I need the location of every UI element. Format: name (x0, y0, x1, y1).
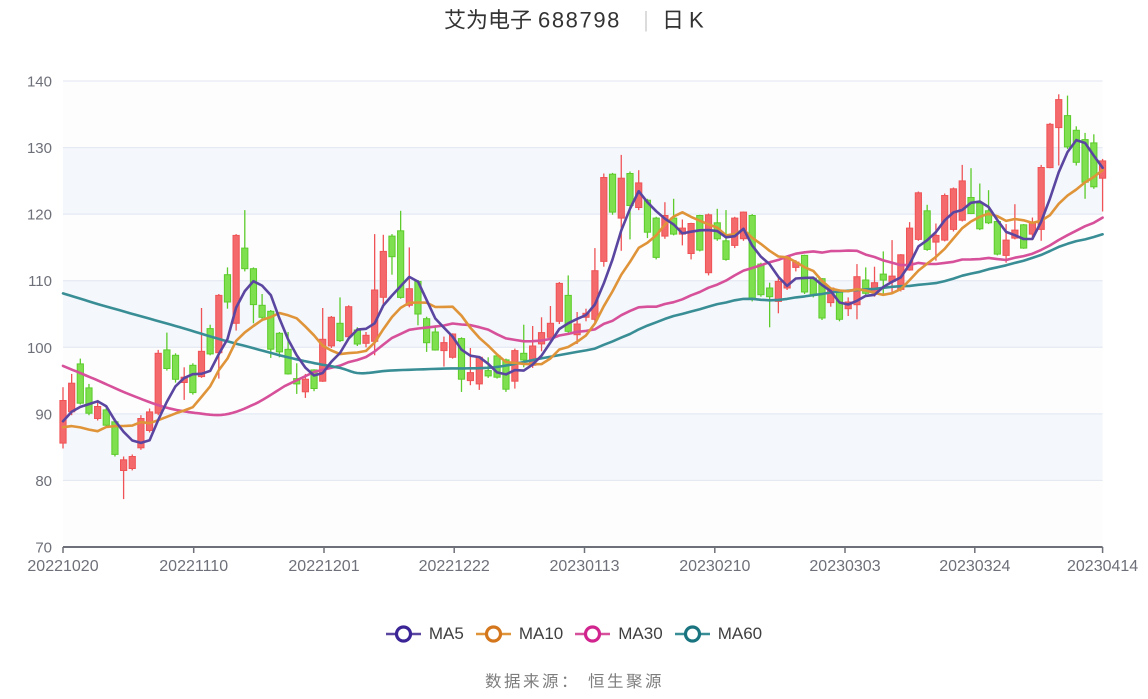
svg-text:688798: 688798 (538, 8, 621, 33)
svg-text:20221222: 20221222 (419, 558, 490, 575)
svg-text:100: 100 (27, 340, 52, 357)
svg-text:20230303: 20230303 (809, 558, 880, 575)
svg-text:130: 130 (27, 140, 52, 157)
svg-text:110: 110 (28, 273, 52, 290)
svg-text:90: 90 (35, 406, 52, 423)
svg-text:70: 70 (35, 540, 52, 557)
svg-text:20230210: 20230210 (679, 558, 750, 575)
svg-text:20221201: 20221201 (288, 558, 359, 575)
svg-text:20230324: 20230324 (939, 558, 1010, 575)
svg-text:20230113: 20230113 (550, 558, 620, 575)
svg-text:80: 80 (35, 473, 52, 490)
svg-text:120: 120 (27, 207, 52, 224)
svg-text:K: K (689, 8, 704, 33)
svg-text:20230414: 20230414 (1067, 558, 1138, 575)
svg-text:20221020: 20221020 (27, 558, 98, 575)
svg-text:140: 140 (27, 74, 52, 91)
svg-text:20221110: 20221110 (159, 558, 228, 575)
